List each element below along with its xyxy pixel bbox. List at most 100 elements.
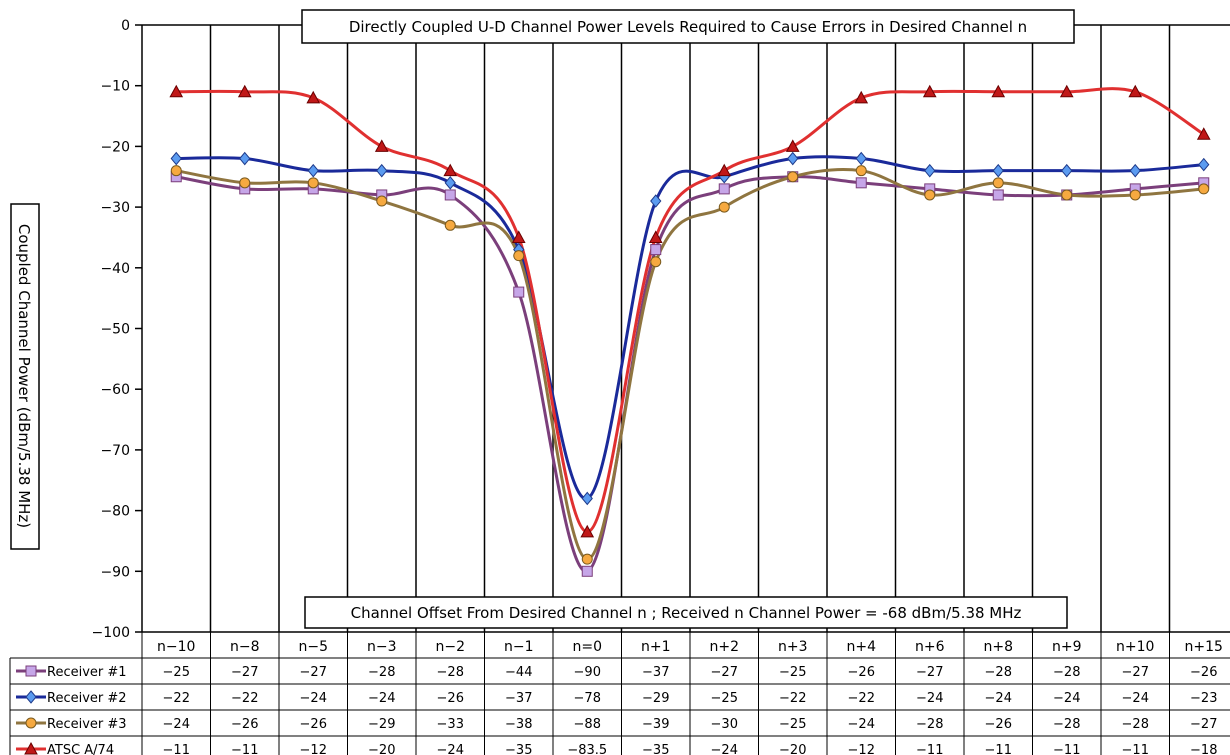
x-tick-label: n+2 (709, 639, 739, 655)
data-point-atsc-a-74 (922, 84, 937, 98)
data-point-atsc-a-74 (1196, 127, 1211, 140)
x-tick-label: n+9 (1052, 639, 1082, 655)
x-axis-label-box: Channel Offset From Desired Channel n ; … (304, 596, 1068, 629)
data-point-receiver-1 (444, 189, 456, 201)
y-axis-label: Coupled Channel Power (dBm/5.38 MHz) (15, 224, 33, 528)
y-tick-label: −10 (100, 79, 130, 95)
data-label: −11 (1122, 743, 1149, 755)
y-axis-ticks: 0 −10 −20 −30 −40 −50 −60 −70 −80 −90 −100 (92, 18, 142, 641)
data-point-receiver-3 (650, 256, 662, 268)
data-point-receiver-1 (992, 189, 1004, 201)
x-tick-label: n+6 (915, 639, 945, 655)
data-label: −38 (505, 717, 532, 732)
data-point-receiver-3 (924, 189, 936, 201)
legend-entry: ATSC A/74 (47, 743, 114, 755)
x-tick-label: n+3 (778, 639, 808, 655)
x-tick-label: n+8 (983, 639, 1013, 655)
data-label: −28 (1122, 717, 1149, 732)
data-point-receiver-3 (581, 553, 593, 565)
data-label: −28 (1053, 665, 1080, 680)
data-label: −25 (711, 691, 738, 706)
y-tick-label: −30 (100, 200, 130, 216)
grid (141, 24, 1230, 633)
x-tick-label: n−3 (367, 639, 397, 655)
data-label: −25 (163, 665, 190, 680)
data-point-receiver-2 (444, 176, 456, 190)
data-label: −24 (300, 691, 327, 706)
series-line-atsc-a-74 (176, 87, 1205, 534)
x-tick-label: n+4 (846, 639, 876, 655)
y-tick-label: −90 (100, 564, 130, 580)
data-label: −24 (711, 743, 738, 755)
x-tick-label: n+1 (641, 639, 671, 655)
y-tick-label: 0 (121, 18, 130, 34)
data-point-receiver-2 (924, 163, 936, 178)
data-point-atsc-a-74 (854, 90, 869, 104)
data-label: −27 (1190, 717, 1217, 732)
data-point-receiver-1 (650, 244, 662, 256)
data-point-receiver-3 (170, 165, 182, 177)
data-label: −27 (711, 665, 738, 680)
legend-marker-atsc-a-74 (24, 741, 38, 755)
data-label: −35 (642, 743, 669, 755)
legend-marker-receiver-3 (25, 717, 37, 729)
data-label: −29 (368, 717, 395, 732)
data-point-receiver-3 (444, 219, 456, 231)
data-label: −28 (985, 665, 1012, 680)
data-point-atsc-a-74 (648, 230, 663, 243)
data-label: −20 (368, 743, 395, 755)
y-axis-label-box: Coupled Channel Power (dBm/5.38 MHz) (10, 203, 40, 550)
data-point-atsc-a-74 (237, 84, 252, 98)
data-point-atsc-a-74 (717, 163, 732, 177)
data-label: −24 (1122, 691, 1149, 706)
x-axis-label: Channel Offset From Desired Channel n ; … (351, 604, 1022, 622)
data-label: −26 (848, 665, 875, 680)
data-point-receiver-2 (307, 163, 319, 178)
data-label: −27 (916, 665, 943, 680)
data-point-receiver-2 (1198, 157, 1210, 172)
data-label: −37 (505, 691, 532, 706)
data-label: −27 (1122, 665, 1149, 680)
legend-marker-receiver-1 (25, 665, 37, 677)
chart-title: Directly Coupled U-D Channel Power Level… (349, 18, 1027, 36)
data-point-receiver-1 (513, 286, 525, 298)
data-label: −24 (163, 717, 190, 732)
data-point-receiver-3 (718, 201, 730, 213)
data-label: −11 (916, 743, 943, 755)
data-label: −11 (163, 743, 190, 755)
data-label: −44 (505, 665, 532, 680)
data-label: −26 (1190, 665, 1217, 680)
data-point-atsc-a-74 (580, 524, 595, 538)
x-tick-label: n=0 (572, 639, 602, 655)
data-point-receiver-3 (239, 177, 251, 189)
data-label: −30 (711, 717, 738, 732)
y-tick-label: −50 (100, 322, 130, 338)
data-point-receiver-3 (1129, 189, 1141, 201)
x-tick-label: n−1 (504, 639, 534, 655)
data-label: −22 (779, 691, 806, 706)
data-point-atsc-a-74 (374, 139, 389, 152)
data-point-receiver-1 (581, 565, 593, 577)
data-point-atsc-a-74 (1128, 84, 1143, 98)
data-point-receiver-3 (307, 177, 319, 189)
y-tick-label: −40 (100, 261, 130, 277)
data-point-atsc-a-74 (991, 84, 1006, 98)
data-point-receiver-2 (787, 151, 799, 166)
data-label: −25 (779, 665, 806, 680)
data-point-receiver-1 (855, 177, 867, 189)
data-point-receiver-3 (376, 195, 388, 207)
data-label: −22 (163, 691, 190, 706)
data-label: −24 (985, 691, 1012, 706)
data-label: −23 (1190, 691, 1217, 706)
data-label: −78 (574, 691, 601, 706)
data-point-receiver-1 (718, 183, 730, 195)
data-point-receiver-2 (992, 163, 1004, 178)
data-table: n−10 n−8 n−5 n−3 n−2 n−1 n=0 n+1 n+2 n+3 n+4 n+6 n+8… (9, 631, 1230, 755)
data-point-receiver-2 (170, 151, 182, 166)
x-tick-label: n−10 (157, 639, 195, 655)
data-point-atsc-a-74 (443, 163, 458, 177)
data-label: −88 (574, 717, 601, 732)
data-point-receiver-3 (1061, 189, 1073, 201)
y-tick-label: −70 (100, 443, 130, 459)
